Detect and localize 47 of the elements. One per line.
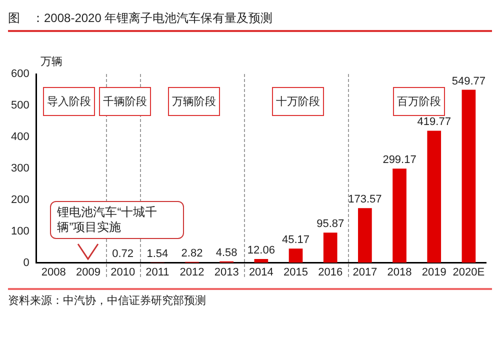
x-tick-label: 2015 bbox=[284, 266, 308, 278]
annotation: 锂电池汽车“十城千辆”项目实施 bbox=[50, 200, 184, 239]
chart-title: 图 ：2008-2020 年锂离子电池汽车保有量及预测 bbox=[8, 8, 492, 32]
x-tick-label: 2018 bbox=[387, 266, 412, 278]
bar bbox=[427, 130, 442, 263]
data-label: 4.58 bbox=[216, 246, 238, 259]
x-tick-label: 2009 bbox=[76, 266, 100, 278]
annotation: 导入阶段 bbox=[42, 86, 95, 116]
bar bbox=[392, 168, 406, 263]
y-tick-label: 600 bbox=[10, 68, 30, 80]
bar bbox=[462, 90, 476, 263]
x-tick-label: 2017 bbox=[352, 266, 378, 278]
x-tick-label: 2011 bbox=[146, 266, 170, 278]
bar bbox=[288, 248, 303, 263]
y-tick-label: 400 bbox=[10, 130, 30, 143]
text: 资料来源：中汽协，中信证券研究部预测 bbox=[8, 294, 207, 308]
y-axis-title: 万辆 bbox=[40, 55, 62, 69]
x-tick-label: 2019 bbox=[422, 266, 446, 278]
y-tick-label: 500 bbox=[10, 100, 30, 112]
bar bbox=[323, 232, 338, 263]
x-tick-label: 2012 bbox=[180, 266, 204, 278]
data-label: 0.72 bbox=[112, 248, 134, 260]
y-tick-label: 100 bbox=[10, 225, 30, 238]
annotation: 十万阶段 bbox=[272, 86, 324, 116]
data-label: 95.87 bbox=[316, 218, 344, 230]
bar bbox=[254, 259, 268, 263]
x-tick-label: 2013 bbox=[214, 266, 239, 278]
y-tick-label: 200 bbox=[10, 194, 30, 206]
data-label: 549.77 bbox=[452, 75, 486, 88]
annotation: 万辆阶段 bbox=[168, 86, 220, 116]
data-label: 173.57 bbox=[348, 194, 382, 206]
x-tick-label: 2014 bbox=[248, 266, 274, 278]
bar bbox=[358, 208, 372, 263]
annotation: 百万阶段 bbox=[392, 86, 445, 116]
data-label: 299.17 bbox=[382, 154, 416, 166]
y-tick-label: 0 bbox=[23, 256, 30, 269]
data-label: 45.17 bbox=[282, 234, 310, 246]
x-tick-label: 2020E bbox=[452, 266, 485, 278]
x-tick-label: 2016 bbox=[318, 266, 343, 278]
data-label: 2.82 bbox=[181, 247, 203, 260]
y-tick-label: 300 bbox=[10, 162, 30, 174]
x-tick-label: 2010 bbox=[110, 266, 136, 278]
x-tick-label: 2008 bbox=[41, 266, 66, 278]
data-label: 12.06 bbox=[247, 244, 275, 257]
data-label: 419.77 bbox=[417, 116, 451, 128]
data-label: 1.54 bbox=[146, 248, 168, 260]
annotation: 千辆阶段 bbox=[98, 86, 151, 116]
